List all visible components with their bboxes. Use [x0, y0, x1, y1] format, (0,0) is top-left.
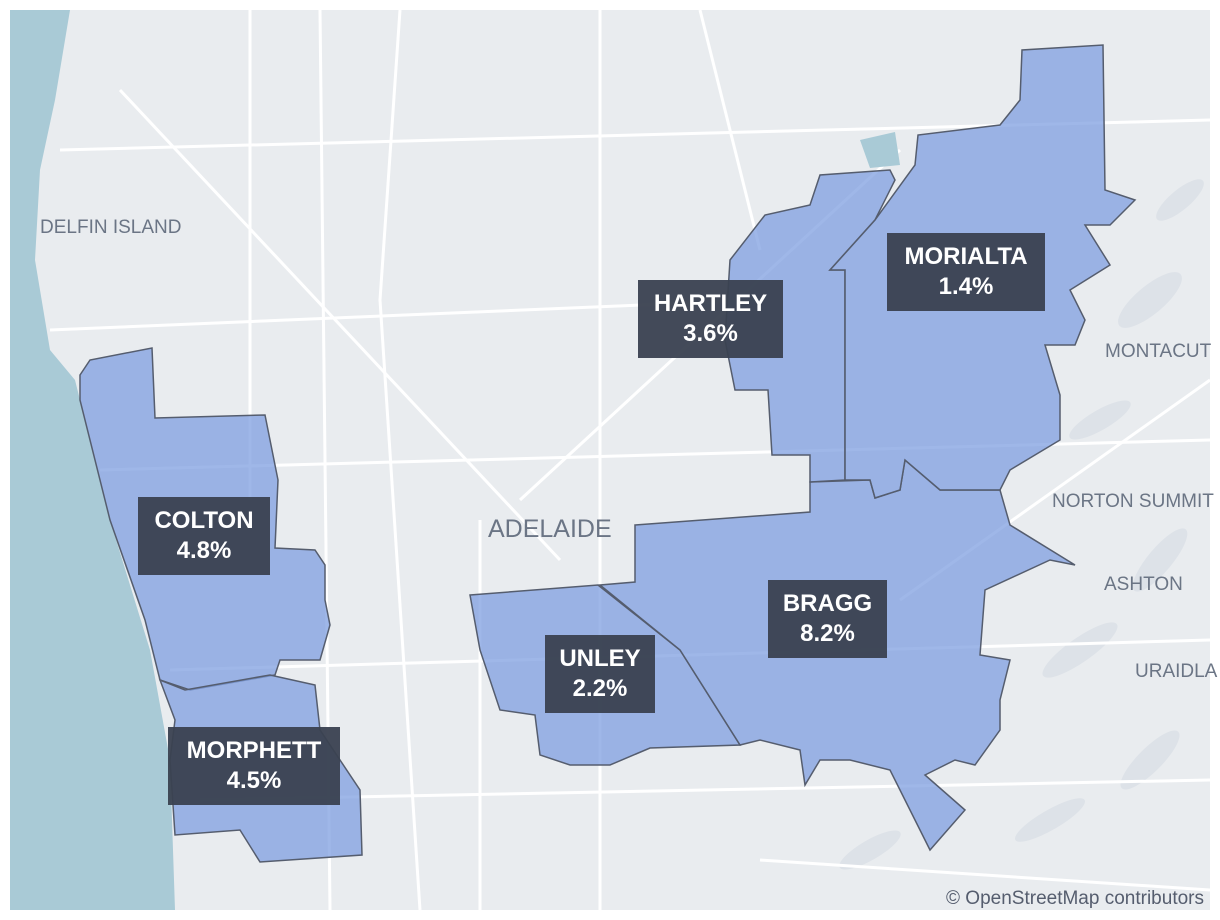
district-value: 3.6%: [683, 320, 738, 347]
place-label: ASHTON: [1104, 574, 1183, 595]
district-name: COLTON: [154, 507, 253, 534]
label-box: [887, 233, 1045, 311]
district-value: 4.5%: [227, 767, 282, 794]
district-value: 1.4%: [939, 273, 994, 300]
label-box: [545, 635, 655, 713]
attribution: © OpenStreetMap contributors: [946, 888, 1204, 909]
district-name: BRAGG: [783, 590, 872, 617]
district-value: 4.8%: [177, 537, 232, 564]
place-label: MONTACUT: [1105, 341, 1212, 362]
label-box: [638, 280, 783, 358]
label-box: [168, 727, 340, 805]
hills: [839, 179, 1204, 870]
label-box: [138, 497, 270, 575]
place-label: NORTON SUMMIT: [1052, 491, 1214, 512]
place-label: DELFIN ISLAND: [40, 217, 181, 238]
district-name: UNLEY: [559, 645, 640, 672]
district-name: MORIALTA: [904, 243, 1027, 270]
reservoir: [860, 132, 900, 168]
place-label: ADELAIDE: [488, 515, 612, 543]
district-labels: COLTON 4.8% MORPHETT 4.5% UNLEY 2.2% BRAGG 8.2%…: [138, 233, 1045, 805]
district-name: MORPHETT: [187, 737, 322, 764]
place-labels: DELFIN ISLAND ADELAIDE MONTACUT NORTON S…: [40, 217, 1218, 682]
sea: [10, 10, 175, 910]
place-label: URAIDLA: [1135, 661, 1218, 682]
district-name: HARTLEY: [654, 290, 767, 317]
label-box: [768, 580, 887, 658]
district-value: 8.2%: [800, 620, 855, 647]
district-value: 2.2%: [573, 675, 628, 702]
